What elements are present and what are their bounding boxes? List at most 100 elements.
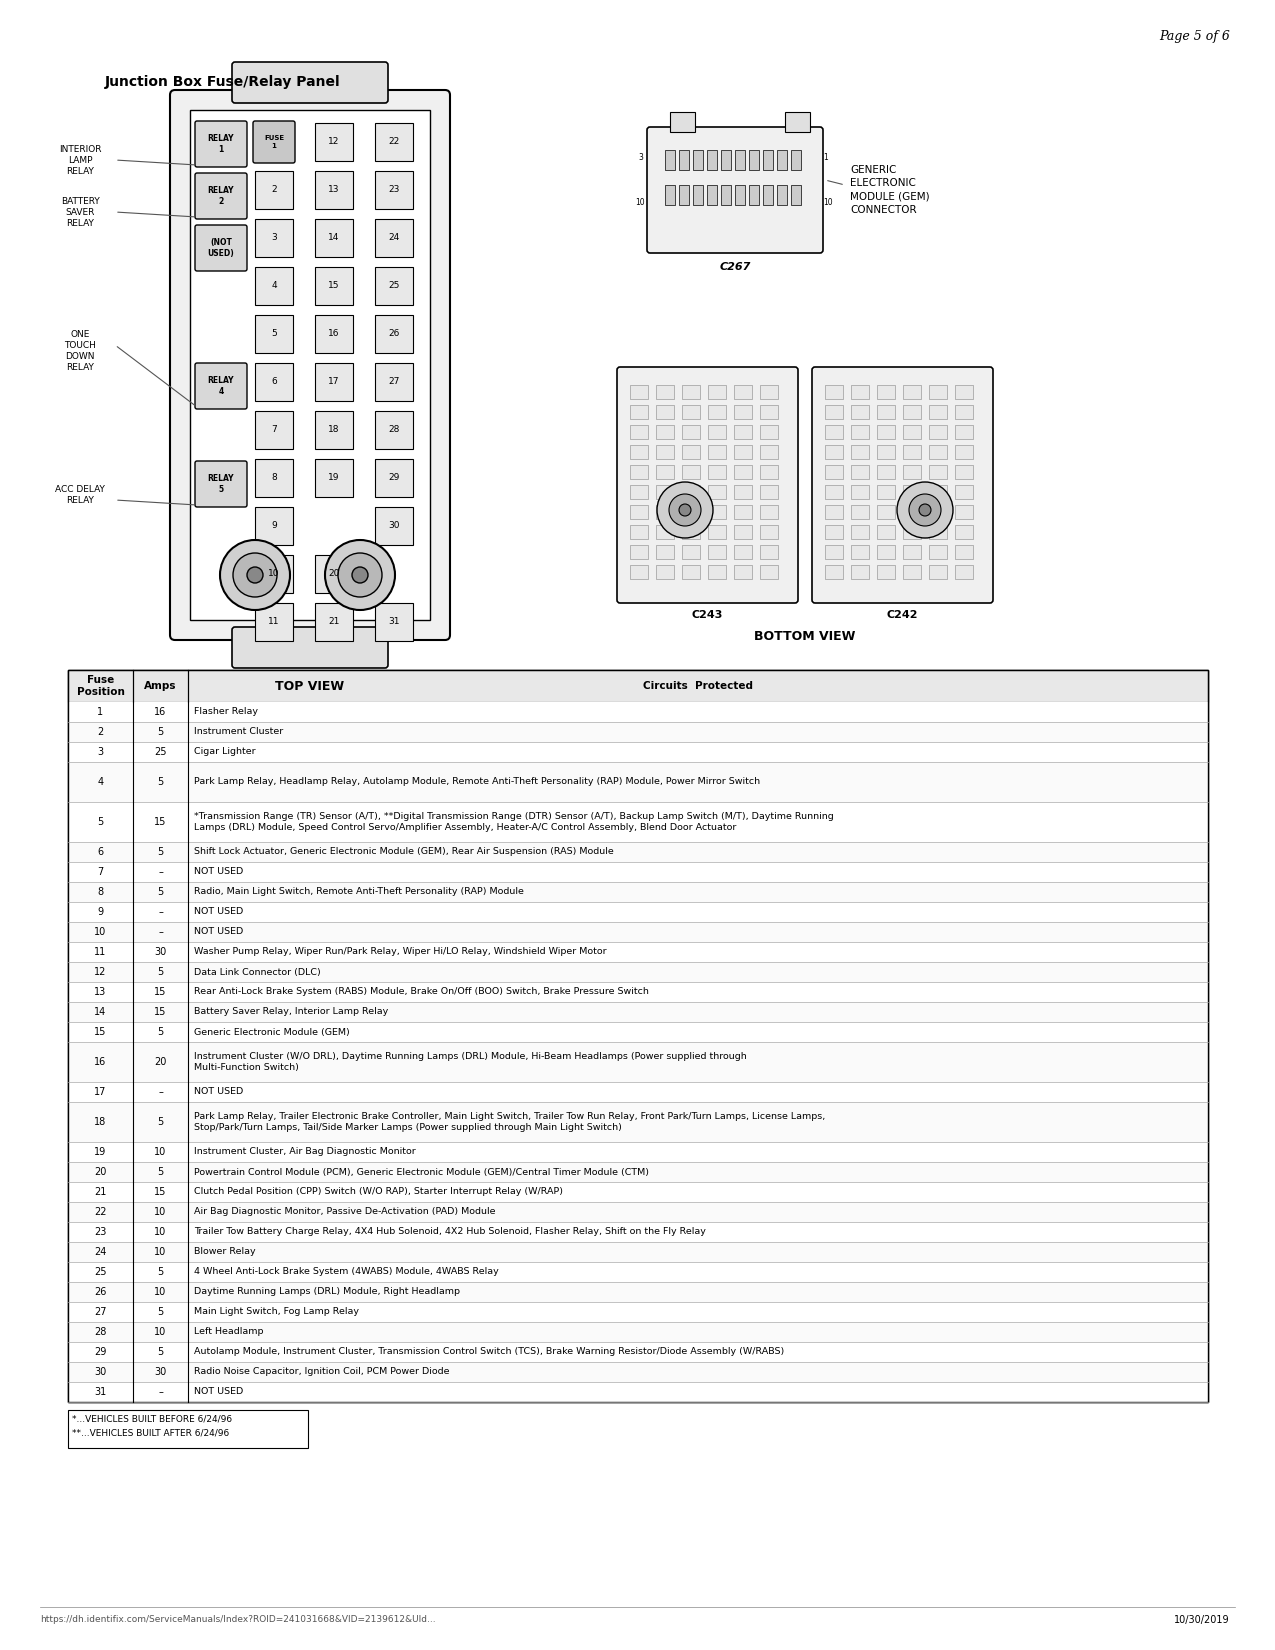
Text: 6: 6: [97, 846, 103, 856]
Text: 5: 5: [157, 888, 163, 898]
Bar: [375, 411, 413, 449]
Bar: [790, 150, 801, 170]
Bar: [375, 459, 413, 497]
Bar: [877, 446, 895, 459]
Bar: [255, 363, 293, 401]
Text: NOT USED: NOT USED: [194, 908, 244, 916]
Text: Page 5 of 6: Page 5 of 6: [1159, 30, 1230, 43]
Text: 5: 5: [157, 1267, 163, 1277]
Text: 24: 24: [389, 234, 399, 243]
Bar: [68, 982, 1207, 1002]
Text: 20: 20: [94, 1167, 107, 1176]
Text: 2: 2: [97, 728, 103, 738]
Bar: [955, 465, 973, 478]
Bar: [315, 602, 353, 640]
Bar: [734, 544, 752, 559]
Bar: [825, 525, 843, 540]
Bar: [682, 426, 700, 439]
Text: Shift Lock Actuator, Generic Electronic Module (GEM), Rear Air Suspension (RAS) : Shift Lock Actuator, Generic Electronic …: [194, 848, 613, 856]
Text: https://dh.identifix.com/ServiceManuals/Index?ROID=241031668&VID=2139612&UId...: https://dh.identifix.com/ServiceManuals/…: [40, 1615, 436, 1624]
Bar: [877, 564, 895, 579]
Text: 13: 13: [328, 185, 339, 195]
Bar: [762, 185, 773, 205]
Bar: [657, 446, 674, 459]
Bar: [68, 1383, 1207, 1402]
Bar: [903, 485, 921, 498]
Text: 15: 15: [154, 1006, 167, 1016]
Bar: [708, 384, 725, 399]
Bar: [630, 564, 648, 579]
Bar: [68, 942, 1207, 962]
Text: Fuse
Position: Fuse Position: [76, 675, 125, 696]
Text: Instrument Cluster (W/O DRL), Daytime Running Lamps (DRL) Module, Hi-Beam Headla: Instrument Cluster (W/O DRL), Daytime Ru…: [194, 1053, 747, 1072]
Bar: [375, 315, 413, 353]
Bar: [657, 426, 674, 439]
Bar: [850, 446, 870, 459]
Text: Washer Pump Relay, Wiper Run/Park Relay, Wiper Hi/LO Relay, Windshield Wiper Mot: Washer Pump Relay, Wiper Run/Park Relay,…: [194, 947, 607, 957]
Bar: [630, 544, 648, 559]
Bar: [657, 544, 674, 559]
Text: 1: 1: [97, 706, 103, 718]
Bar: [929, 485, 947, 498]
FancyBboxPatch shape: [195, 363, 247, 409]
Bar: [929, 465, 947, 478]
Bar: [68, 1341, 1207, 1361]
Bar: [929, 525, 947, 540]
Circle shape: [680, 503, 691, 516]
Bar: [708, 544, 725, 559]
Bar: [68, 742, 1207, 762]
Text: 15: 15: [328, 282, 339, 290]
Bar: [850, 525, 870, 540]
Circle shape: [919, 503, 931, 516]
Bar: [720, 185, 731, 205]
Text: Trailer Tow Battery Charge Relay, 4X4 Hub Solenoid, 4X2 Hub Solenoid, Flasher Re: Trailer Tow Battery Charge Relay, 4X4 Hu…: [194, 1228, 706, 1236]
Bar: [790, 185, 801, 205]
FancyBboxPatch shape: [170, 91, 450, 640]
Bar: [955, 426, 973, 439]
Bar: [877, 426, 895, 439]
Bar: [255, 554, 293, 592]
Text: 5: 5: [157, 1307, 163, 1317]
Bar: [785, 112, 810, 132]
Bar: [315, 172, 353, 210]
Text: Battery Saver Relay, Interior Lamp Relay: Battery Saver Relay, Interior Lamp Relay: [194, 1008, 389, 1016]
Bar: [748, 150, 759, 170]
Text: 5: 5: [272, 330, 277, 338]
Text: Instrument Cluster: Instrument Cluster: [194, 728, 283, 736]
Text: 25: 25: [154, 747, 167, 757]
Text: 12: 12: [94, 967, 107, 977]
Bar: [734, 564, 752, 579]
Text: Park Lamp Relay, Headlamp Relay, Autolamp Module, Remote Anti-Theft Personality : Park Lamp Relay, Headlamp Relay, Autolam…: [194, 777, 760, 787]
Bar: [68, 1242, 1207, 1262]
Text: Junction Box Fuse/Relay Panel: Junction Box Fuse/Relay Panel: [105, 74, 340, 89]
Text: FUSE
1: FUSE 1: [264, 135, 284, 148]
FancyBboxPatch shape: [195, 460, 247, 507]
Text: Powertrain Control Module (PCM), Generic Electronic Module (GEM)/Central Timer M: Powertrain Control Module (PCM), Generic…: [194, 1168, 649, 1176]
Bar: [630, 426, 648, 439]
Bar: [630, 446, 648, 459]
Text: 5: 5: [157, 1026, 163, 1036]
Text: 4: 4: [97, 777, 103, 787]
Text: 24: 24: [94, 1247, 107, 1257]
Bar: [760, 465, 778, 478]
Bar: [68, 701, 1207, 723]
Text: 15: 15: [154, 1186, 167, 1196]
Text: 5: 5: [157, 846, 163, 856]
Text: 18: 18: [328, 426, 339, 434]
Bar: [68, 1223, 1207, 1242]
Bar: [850, 564, 870, 579]
Text: 25: 25: [389, 282, 399, 290]
Text: 16: 16: [94, 1058, 107, 1068]
Bar: [760, 544, 778, 559]
Bar: [669, 112, 695, 132]
Text: 27: 27: [389, 378, 399, 386]
Text: 18: 18: [94, 1117, 107, 1127]
Bar: [825, 505, 843, 520]
Bar: [825, 446, 843, 459]
Text: 20: 20: [154, 1058, 167, 1068]
Text: 10: 10: [822, 198, 833, 206]
Text: Data Link Connector (DLC): Data Link Connector (DLC): [194, 967, 321, 977]
Bar: [850, 404, 870, 419]
Bar: [955, 525, 973, 540]
Text: 3: 3: [272, 234, 277, 243]
